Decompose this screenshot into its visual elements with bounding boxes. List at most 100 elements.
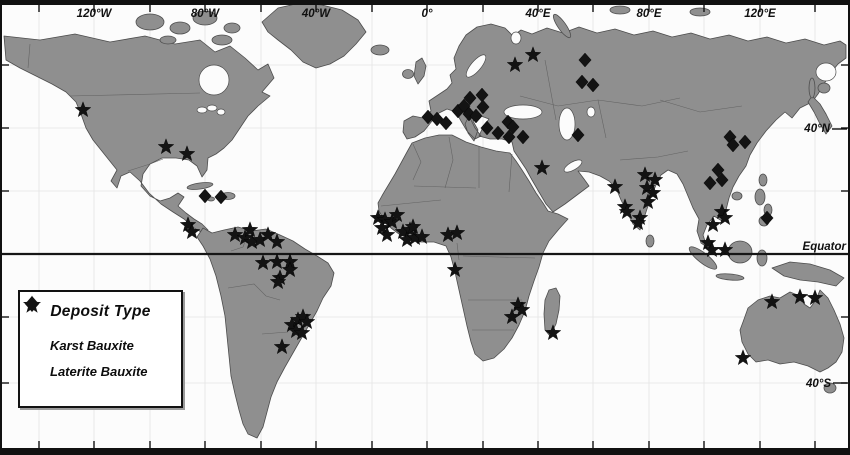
caspian-sea — [558, 107, 576, 141]
laterite-star-marker — [388, 206, 406, 223]
karst-diamond-marker — [578, 52, 592, 68]
legend-title: Deposit Type — [50, 303, 151, 320]
hokkaido — [817, 82, 831, 94]
laterite-star-marker — [373, 219, 391, 236]
laterite-star-marker — [378, 226, 396, 243]
new-guinea — [771, 261, 845, 287]
laterite-star-marker — [74, 101, 92, 118]
karst-diamond-marker — [711, 162, 725, 178]
karst-diamond-marker — [439, 115, 453, 131]
laterite-star-marker — [629, 214, 647, 231]
great-lake — [206, 104, 218, 112]
karst-diamond-marker — [421, 109, 435, 125]
graticule-ticks — [2, 5, 848, 448]
karst-diamond-marker — [726, 137, 740, 153]
karst-diamond-marker — [760, 210, 774, 226]
laterite-star-marker — [646, 171, 664, 188]
legend-laterite-label: Laterite Bauxite — [50, 364, 148, 379]
sulawesi — [756, 249, 768, 267]
longitude-label: 0° — [422, 8, 433, 20]
ireland — [402, 69, 414, 79]
laterite-star-marker — [524, 46, 542, 63]
laterite-star-marker — [236, 229, 254, 246]
longitude-label: 40°E — [524, 8, 550, 20]
laterite-star-marker — [404, 218, 422, 235]
laterite-star-marker — [241, 221, 259, 238]
karst-diamond-marker — [738, 134, 752, 150]
karst-diamond-marker — [491, 125, 505, 141]
laterite-star-marker — [704, 216, 722, 233]
laterite-star-marker — [157, 138, 175, 155]
laterite-star-marker — [636, 166, 654, 183]
karst-diamond-marker — [506, 119, 520, 135]
japan — [807, 95, 833, 135]
karst-diamond-marker — [502, 129, 516, 145]
karst-diamond-marker — [469, 108, 483, 124]
karst-diamond-marker — [214, 189, 228, 205]
laterite-star-marker — [413, 228, 431, 245]
arctic-island — [609, 5, 631, 15]
laterite-star-marker — [618, 203, 636, 220]
laterite-star-marker — [699, 234, 717, 251]
latitude-label: 40°N — [803, 123, 830, 135]
iceland — [370, 44, 390, 56]
karst-diamond-marker — [575, 74, 589, 90]
java — [715, 273, 745, 281]
laterite-star-marker — [226, 226, 244, 243]
aral-sea — [586, 106, 596, 118]
arctic-island — [159, 35, 177, 45]
laterite-star-marker — [506, 56, 524, 73]
legend-deposit-type: Deposit Type Karst Bauxite Laterite Baux… — [18, 290, 183, 408]
karst-diamond-marker — [516, 129, 530, 145]
laterite-star-marker — [178, 145, 196, 162]
taiwan — [758, 173, 768, 187]
hudson-bay — [198, 64, 230, 96]
legend-item-laterite: Laterite Bauxite — [23, 295, 181, 379]
baltic-sea — [465, 54, 487, 78]
longitude-label: 120°W — [77, 8, 113, 20]
cuba — [186, 182, 214, 190]
laterite-star-marker — [806, 289, 824, 306]
karst-diamond-marker — [480, 120, 494, 136]
persian-gulf — [563, 159, 583, 173]
laterite-star-marker — [273, 338, 291, 355]
longitude-label: 120°E — [744, 8, 776, 20]
longitude-label: 40°W — [301, 8, 331, 20]
laterite-star-marker — [763, 293, 781, 310]
latitude-label: 40°S — [805, 378, 831, 390]
graticule-labels: 120°W 80°W 40°W 0° 40°E 80°E 120°E 40°N Equator 4… — [77, 8, 847, 390]
longitude-label: 80°W — [191, 8, 220, 20]
arctic-island — [223, 22, 241, 34]
south-america — [196, 226, 335, 439]
sakhalin — [808, 77, 816, 99]
laterite-star-marker — [503, 308, 521, 325]
arctic-island — [689, 7, 711, 17]
philippine-island — [754, 188, 766, 206]
laterite-star-marker — [639, 193, 657, 210]
laterite-star-marker — [254, 254, 272, 271]
country-borders — [27, 43, 743, 335]
laterite-star-marker — [383, 213, 401, 230]
laterite-star-marker — [448, 224, 466, 241]
laterite-star-marker — [513, 301, 531, 318]
laterite-star-marker — [791, 288, 809, 305]
arctic-island — [211, 34, 233, 46]
great-britain — [413, 57, 427, 85]
legend-karst-label: Karst Bauxite — [50, 338, 134, 353]
laterite-star-marker — [269, 273, 287, 290]
black-sea — [503, 104, 543, 120]
sri-lanka — [645, 234, 655, 248]
laterite-star-marker — [644, 184, 662, 201]
karst-diamond-marker — [476, 99, 490, 115]
karst-diamond-marker — [198, 188, 212, 204]
novaya-zemlya — [552, 13, 572, 39]
laterite-star-marker — [259, 226, 277, 243]
legend-item-karst: Karst Bauxite — [25, 296, 181, 353]
laterite-star-marker — [446, 261, 464, 278]
great-lake — [196, 106, 208, 114]
sea-of-okhotsk — [815, 62, 837, 82]
inland-seas — [196, 31, 837, 173]
laterite-star-marker — [293, 324, 311, 341]
laterite-star-marker — [183, 223, 201, 240]
